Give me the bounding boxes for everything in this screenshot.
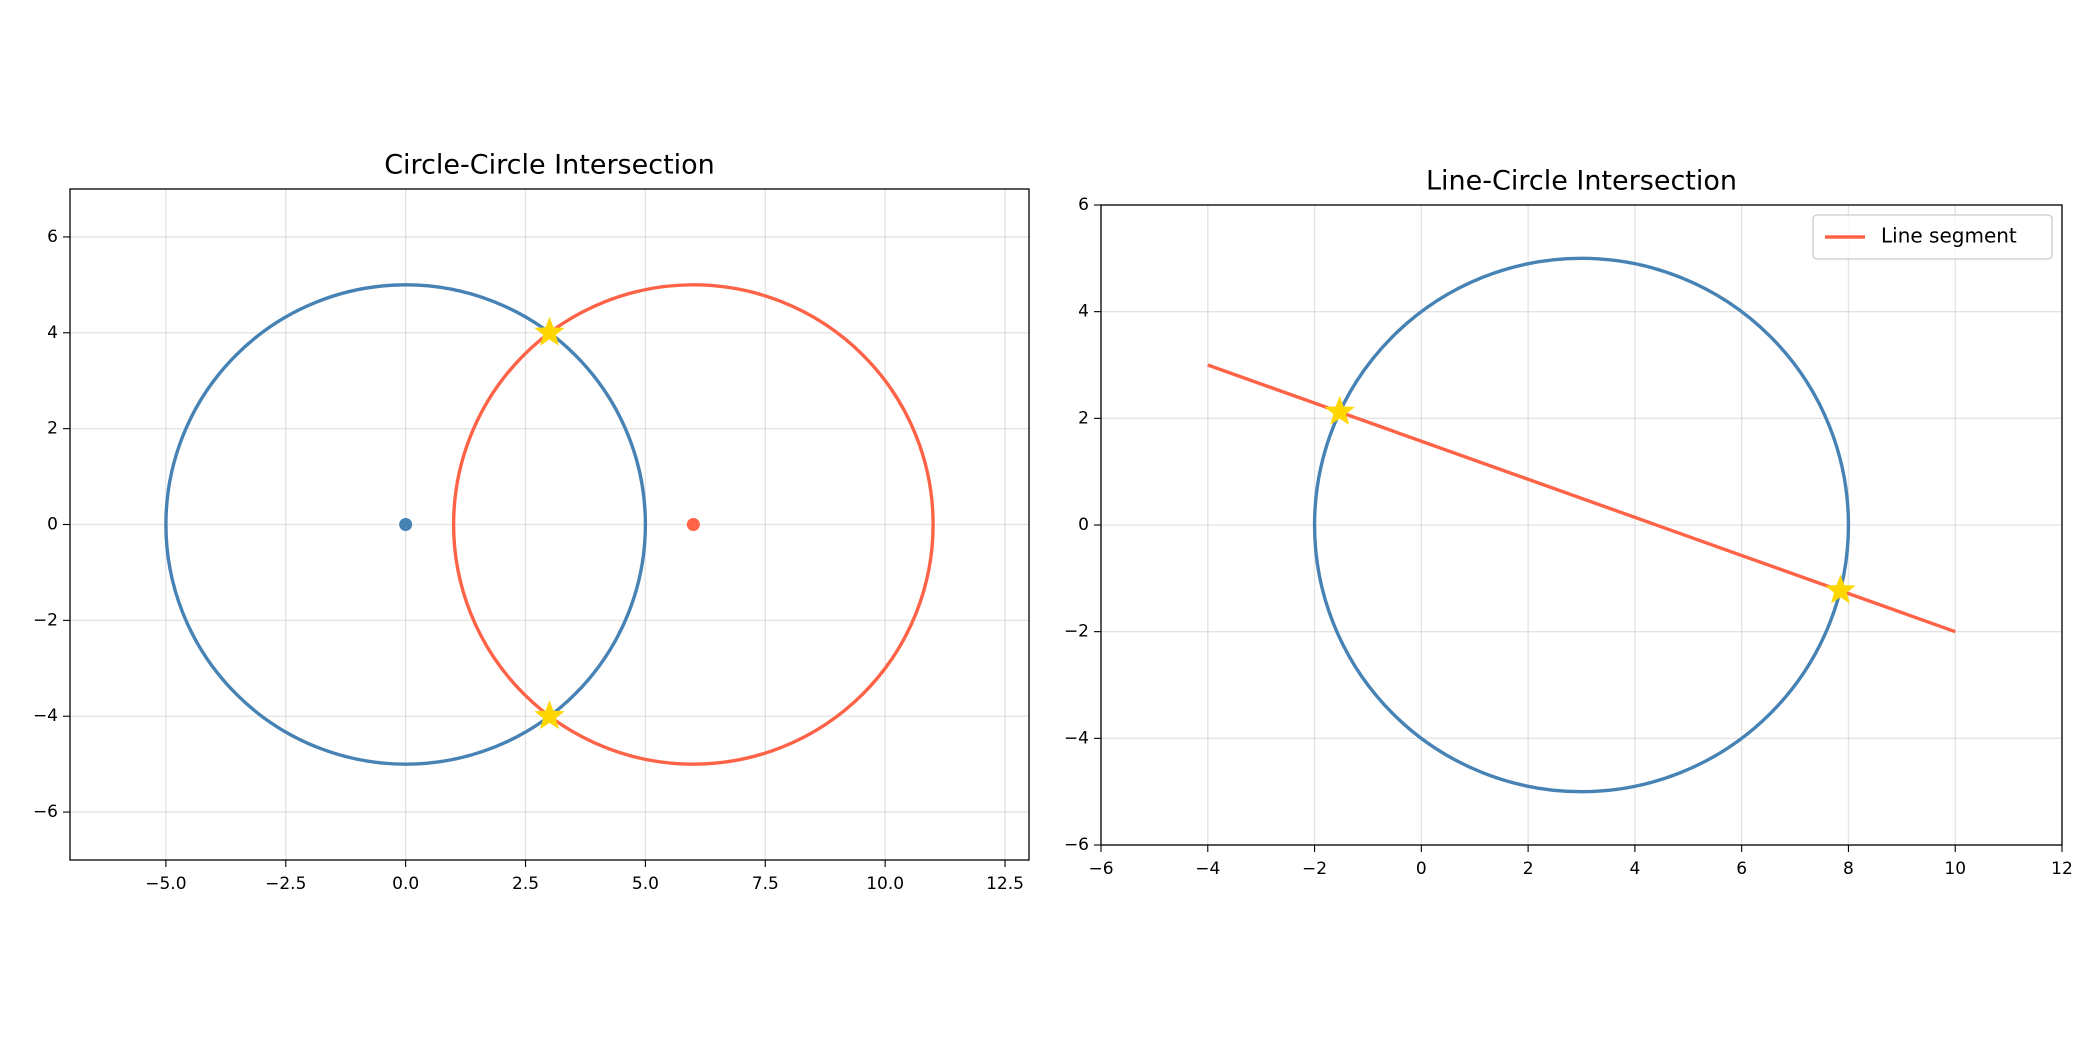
intersection-point <box>534 700 565 730</box>
circle <box>451 283 935 766</box>
x-tick-label: 8 <box>1843 859 1854 879</box>
x-tick-label: −2 <box>1302 859 1327 879</box>
circle <box>1312 256 1851 794</box>
x-tick-label: −2.5 <box>265 874 306 894</box>
y-tick-label: −4 <box>1064 728 1089 748</box>
chart-title: Circle-Circle Intersection <box>384 150 715 181</box>
legend-text: Line segment <box>1881 224 2017 248</box>
y-tick-label: −2 <box>1064 622 1089 642</box>
y-tick-label: 6 <box>1078 195 1089 215</box>
plot-area <box>164 283 935 766</box>
x-tick-label: 6 <box>1736 859 1747 879</box>
y-tick-label: −6 <box>1064 835 1089 855</box>
axes-frame <box>1100 204 2063 846</box>
center-point <box>399 518 413 531</box>
x-tick-label: 12 <box>2051 859 2073 879</box>
x-tick-label: 0 <box>1416 859 1427 879</box>
x-tick-label: 10 <box>1944 859 1966 879</box>
center-point <box>686 518 700 531</box>
x-tick-label: 2.5 <box>512 874 539 894</box>
axes-frame <box>69 188 1030 861</box>
intersection-point <box>1324 395 1355 425</box>
y-tick-label: 0 <box>47 515 58 535</box>
y-tick-label: 4 <box>47 323 58 343</box>
y-tick-label: −6 <box>33 802 58 822</box>
intersection-point <box>534 316 565 346</box>
y-tick-label: −2 <box>33 610 58 630</box>
x-tick-label: −4 <box>1195 859 1220 879</box>
x-tick-label: −6 <box>1088 859 1113 879</box>
x-tick-label: 5.0 <box>632 874 659 894</box>
x-tick-label: 10.0 <box>866 874 904 894</box>
y-tick-label: 6 <box>47 227 58 247</box>
chart-title: Line-Circle Intersection <box>1426 166 1737 197</box>
x-tick-label: −5.0 <box>145 874 186 894</box>
y-tick-label: 2 <box>1078 408 1089 428</box>
y-tick-label: 4 <box>1078 302 1089 322</box>
x-tick-label: 0.0 <box>392 874 419 894</box>
plot-area <box>1207 256 1956 794</box>
circle <box>164 283 648 766</box>
x-tick-label: 7.5 <box>752 874 779 894</box>
y-tick-label: −4 <box>33 706 58 726</box>
x-tick-label: 12.5 <box>986 874 1024 894</box>
x-tick-label: 2 <box>1523 859 1534 879</box>
y-tick-label: 0 <box>1078 515 1089 535</box>
intersection-point <box>1825 574 1856 604</box>
legend-box <box>1812 214 2053 260</box>
x-tick-label: 4 <box>1629 859 1640 879</box>
y-tick-label: 2 <box>47 419 58 439</box>
